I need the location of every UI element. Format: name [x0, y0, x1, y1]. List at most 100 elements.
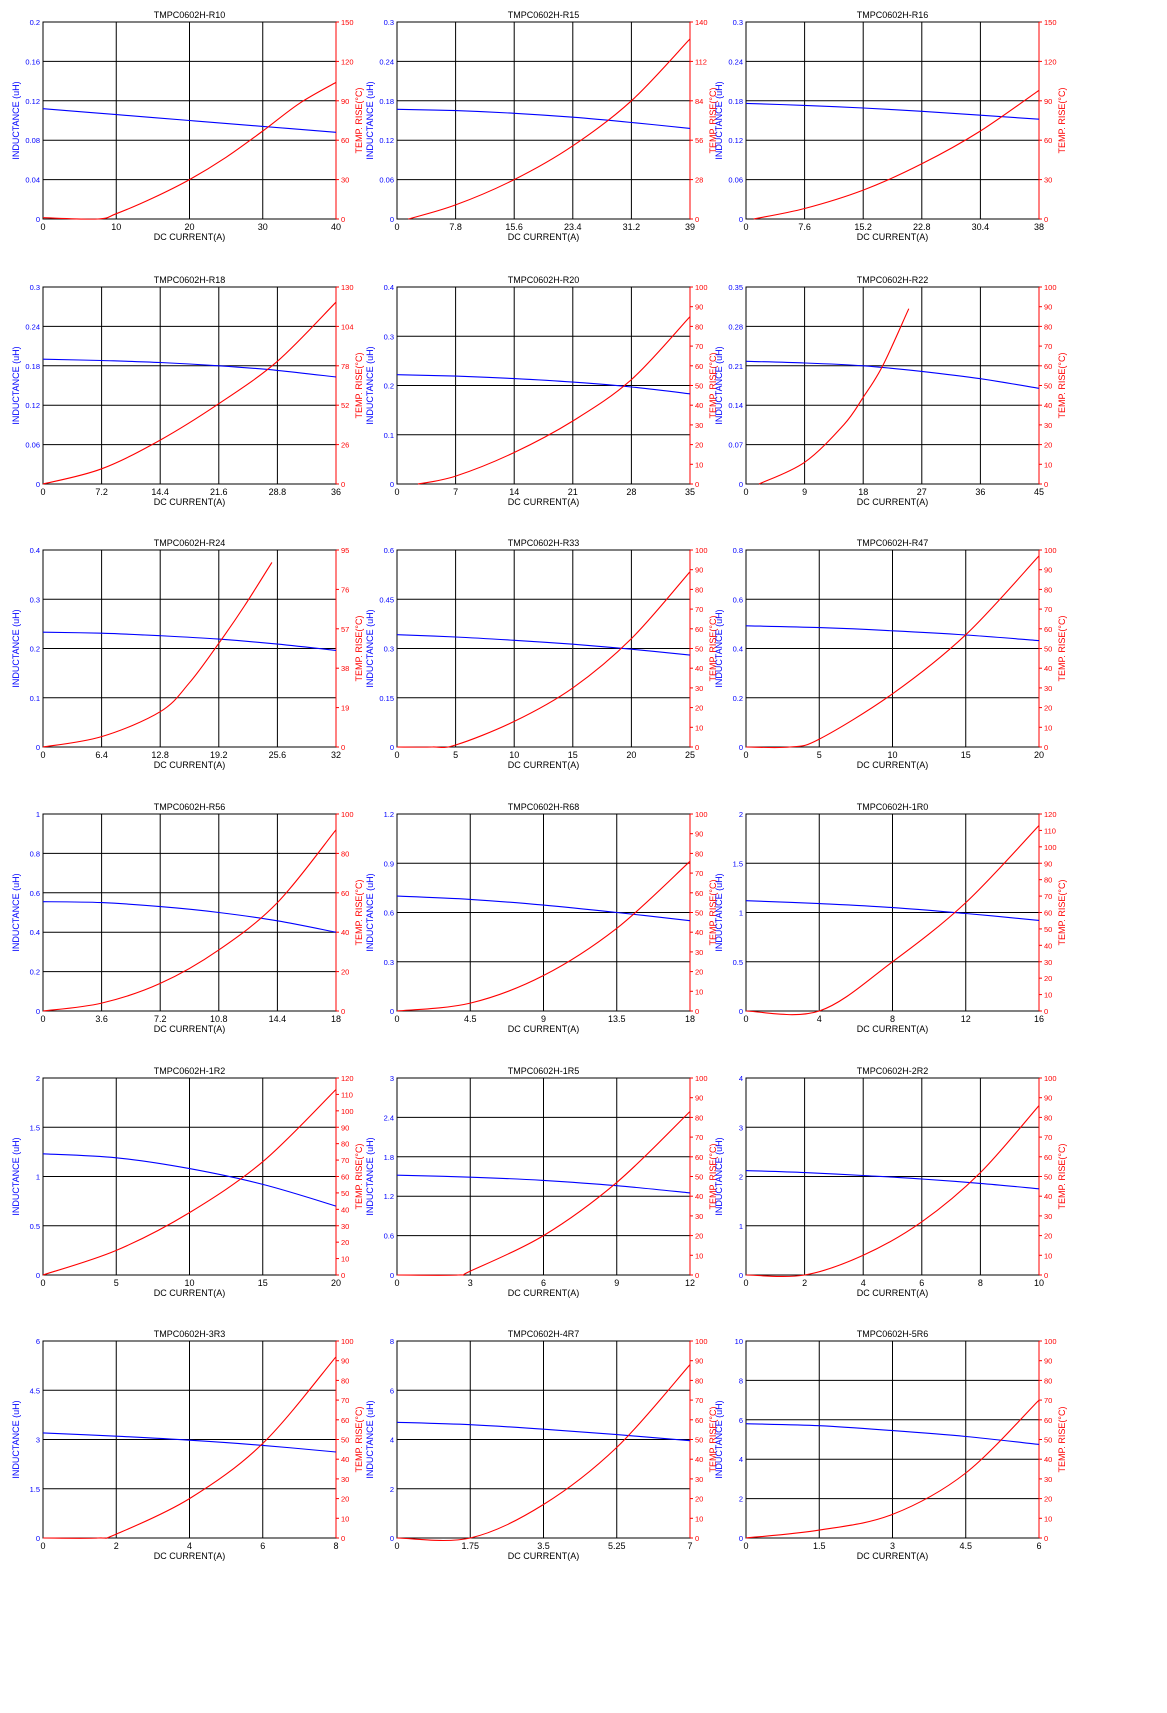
y-right-tick-label: 60 — [695, 1416, 703, 1425]
y-left-tick-label: 0.15 — [379, 694, 394, 703]
y-right-tick-label: 150 — [1044, 18, 1057, 27]
y-right-tick-label: 0 — [695, 1534, 699, 1543]
y-right-tick-label: 40 — [695, 1455, 703, 1464]
temp-rise-line — [396, 1364, 691, 1542]
x-tick-label: 4.5 — [959, 1541, 972, 1551]
x-tick-label: 6 — [541, 1278, 546, 1288]
chart-title: TMPC0602H-R24 — [154, 538, 226, 548]
y-right-tick-label: 50 — [341, 1189, 349, 1198]
temp-rise-line — [417, 316, 691, 485]
x-tick-label: 10 — [111, 222, 121, 232]
x-tick-label: 18 — [331, 1014, 341, 1024]
inductance-line — [745, 1423, 1040, 1445]
chart-title: TMPC0602H-R47 — [857, 538, 929, 548]
y-right-tick-label: 76 — [341, 585, 349, 594]
y-left-tick-label: 2 — [739, 1173, 743, 1182]
y-left-axis-label: INDUCTANCE (uH) — [714, 1400, 724, 1478]
y-right-tick-label: 90 — [1044, 1094, 1052, 1103]
y-right-tick-label: 30 — [1044, 176, 1052, 185]
y-left-tick-label: 0.24 — [728, 57, 743, 66]
y-left-tick-label: 0.18 — [25, 362, 40, 371]
y-left-tick-label: 1.5 — [733, 859, 743, 868]
y-right-tick-label: 56 — [695, 136, 703, 145]
y-right-tick-label: 120 — [341, 57, 354, 66]
y-left-tick-label: 0.4 — [384, 283, 394, 292]
y-left-tick-label: 0.3 — [733, 18, 743, 27]
y-right-tick-label: 70 — [695, 1396, 703, 1405]
y-right-tick-label: 110 — [1044, 826, 1056, 835]
temp-rise-line — [745, 1105, 1040, 1278]
temp-rise-line — [42, 1356, 337, 1539]
x-tick-label: 1.75 — [461, 1541, 479, 1551]
x-tick-label: 8 — [333, 1541, 338, 1551]
chart-title: TMPC0602H-R22 — [857, 275, 929, 285]
y-right-axis-label: TEMP. RISE(°C) — [354, 1144, 364, 1210]
y-right-tick-label: 20 — [695, 1495, 703, 1504]
inductance-line — [42, 1432, 337, 1453]
y-left-axis-label: INDUCTANCE (uH) — [11, 1137, 21, 1215]
y-right-axis-label: TEMP. RISE(°C) — [354, 616, 364, 682]
y-right-tick-label: 70 — [341, 1396, 349, 1405]
y-right-tick-label: 10 — [1044, 1251, 1052, 1260]
x-axis-label: DC CURRENT(A) — [508, 1024, 580, 1034]
y-right-tick-label: 60 — [341, 1173, 349, 1182]
y-right-tick-label: 30 — [695, 948, 703, 957]
x-tick-label: 35 — [685, 487, 695, 497]
plot-frame — [745, 286, 1040, 485]
y-left-tick-label: 0.06 — [728, 176, 743, 185]
y-right-tick-label: 20 — [1044, 974, 1052, 983]
y-right-tick-label: 80 — [695, 1113, 703, 1122]
y-left-axis-label: INDUCTANCE (uH) — [11, 81, 21, 159]
y-right-tick-label: 0 — [1044, 1534, 1048, 1543]
y-left-tick-label: 1 — [739, 909, 743, 918]
y-right-tick-label: 60 — [1044, 136, 1052, 145]
plot-frame — [745, 21, 1040, 220]
y-right-axis-label: TEMP. RISE(°C) — [708, 1144, 718, 1210]
y-right-tick-label: 70 — [1044, 1133, 1052, 1142]
y-left-tick-label: 0.14 — [728, 401, 743, 410]
x-axis-label: DC CURRENT(A) — [154, 760, 226, 770]
y-left-tick-label: 1.5 — [30, 1485, 40, 1494]
y-right-tick-label: 0 — [1044, 215, 1048, 224]
y-left-tick-label: 0.16 — [25, 57, 40, 66]
y-right-tick-label: 60 — [1044, 362, 1052, 371]
y-right-tick-label: 10 — [341, 1255, 349, 1264]
y-left-tick-label: 0.12 — [728, 136, 743, 145]
y-left-tick-label: 0 — [36, 480, 40, 489]
y-right-tick-label: 20 — [1044, 441, 1052, 450]
y-right-tick-label: 70 — [1044, 892, 1052, 901]
y-left-tick-label: 0 — [36, 743, 40, 752]
y-right-tick-label: 50 — [695, 645, 703, 654]
y-right-tick-label: 0 — [695, 1271, 699, 1280]
y-right-tick-label: 60 — [695, 625, 703, 634]
y-right-tick-label: 0 — [1044, 743, 1048, 752]
chart-title: TMPC0602H-R68 — [508, 802, 580, 812]
y-right-tick-label: 80 — [1044, 585, 1052, 594]
y-right-tick-label: 100 — [695, 1337, 708, 1346]
y-right-axis-label: TEMP. RISE(°C) — [708, 353, 718, 419]
y-left-tick-label: 2.4 — [384, 1113, 394, 1122]
x-tick-label: 7.6 — [798, 222, 811, 232]
y-left-tick-label: 1.2 — [384, 1192, 394, 1201]
y-right-tick-label: 10 — [1044, 1514, 1052, 1523]
y-left-tick-label: 6 — [36, 1337, 40, 1346]
x-tick-label: 5.25 — [608, 1541, 626, 1551]
y-left-axis-label: INDUCTANCE (uH) — [365, 81, 375, 159]
y-left-tick-label: 0 — [739, 743, 743, 752]
chart-title: TMPC0602H-1R0 — [857, 802, 929, 812]
y-right-tick-label: 100 — [341, 1337, 354, 1346]
y-right-tick-label: 50 — [1044, 382, 1052, 391]
y-right-tick-label: 10 — [1044, 460, 1052, 469]
x-tick-label: 12.8 — [151, 750, 169, 760]
x-tick-label: 12 — [685, 1278, 695, 1288]
y-left-tick-label: 8 — [739, 1376, 743, 1385]
y-right-tick-label: 80 — [1044, 1113, 1052, 1122]
y-left-tick-label: 0.2 — [30, 968, 40, 977]
temp-rise-line — [42, 562, 273, 748]
y-right-tick-label: 50 — [1044, 925, 1052, 934]
x-tick-label: 4.5 — [464, 1014, 477, 1024]
y-right-tick-label: 60 — [341, 889, 349, 898]
